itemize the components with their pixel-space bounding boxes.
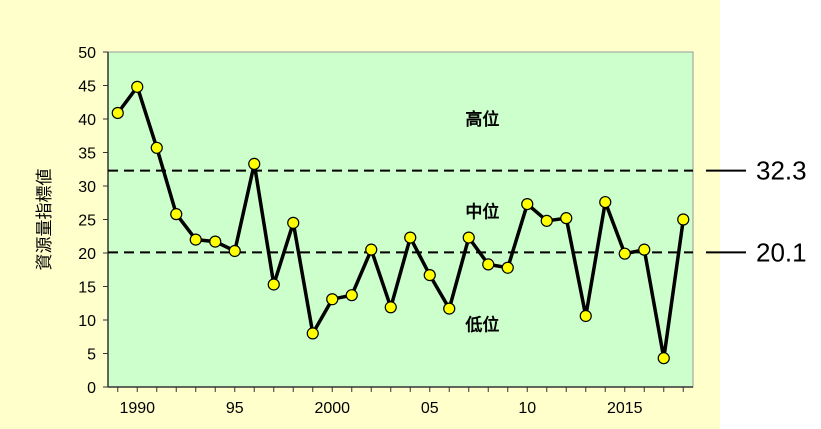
data-point xyxy=(423,269,436,282)
threshold-label: 20.1 xyxy=(756,237,807,267)
data-point xyxy=(540,214,553,227)
y-tick-label: 30 xyxy=(78,179,96,196)
data-point xyxy=(365,243,378,256)
data-point xyxy=(209,235,222,248)
data-point xyxy=(228,244,241,258)
y-tick-label: 20 xyxy=(78,246,96,263)
y-tick-label: 0 xyxy=(87,380,96,397)
data-point xyxy=(267,278,280,291)
data-point xyxy=(248,157,261,170)
x-tick-label: 2015 xyxy=(607,400,643,417)
plot-area xyxy=(107,51,694,388)
y-tick-label: 5 xyxy=(87,347,96,364)
zone-label-low: 低位 xyxy=(464,315,499,336)
data-point xyxy=(345,289,358,302)
data-point xyxy=(189,233,202,246)
data-point xyxy=(150,141,163,154)
data-point xyxy=(677,213,690,226)
x-tick-label: 1990 xyxy=(119,400,155,417)
data-point xyxy=(618,247,631,260)
data-point xyxy=(404,231,417,244)
y-tick-label: 40 xyxy=(78,112,96,129)
x-tick-label: 10 xyxy=(518,400,536,417)
data-point xyxy=(111,106,124,120)
data-point xyxy=(443,302,456,315)
series-layer xyxy=(111,80,690,365)
data-point xyxy=(170,208,183,221)
data-point xyxy=(482,258,495,271)
threshold-layer: 32.3 20.1 xyxy=(108,156,807,267)
data-point xyxy=(579,309,592,323)
y-tick-label: 45 xyxy=(78,79,96,96)
zone-label-mid: 中位 xyxy=(465,201,499,222)
y-tick-label: 50 xyxy=(78,45,96,62)
x-tick-label: 2000 xyxy=(314,400,350,417)
data-point xyxy=(287,216,300,229)
data-point xyxy=(384,301,397,314)
data-point xyxy=(599,195,612,209)
zone-label-high: 高位 xyxy=(465,109,499,130)
data-point xyxy=(131,80,144,93)
data-point xyxy=(638,243,651,256)
threshold-label: 32.3 xyxy=(756,156,807,186)
data-point xyxy=(521,197,534,211)
x-tick-label: 05 xyxy=(421,400,439,417)
x-tick-label: 95 xyxy=(226,400,244,417)
data-point xyxy=(501,261,514,274)
y-tick-label: 25 xyxy=(78,213,96,230)
y-tick-label: 15 xyxy=(78,280,96,297)
data-point xyxy=(306,327,319,340)
data-point xyxy=(657,352,670,365)
data-point xyxy=(560,212,573,225)
y-tick-label: 10 xyxy=(78,313,96,330)
data-point xyxy=(326,293,339,306)
y-tick-label: 35 xyxy=(78,146,96,163)
data-point xyxy=(462,231,475,244)
y-axis-title: 資源量指標値 xyxy=(35,169,55,271)
